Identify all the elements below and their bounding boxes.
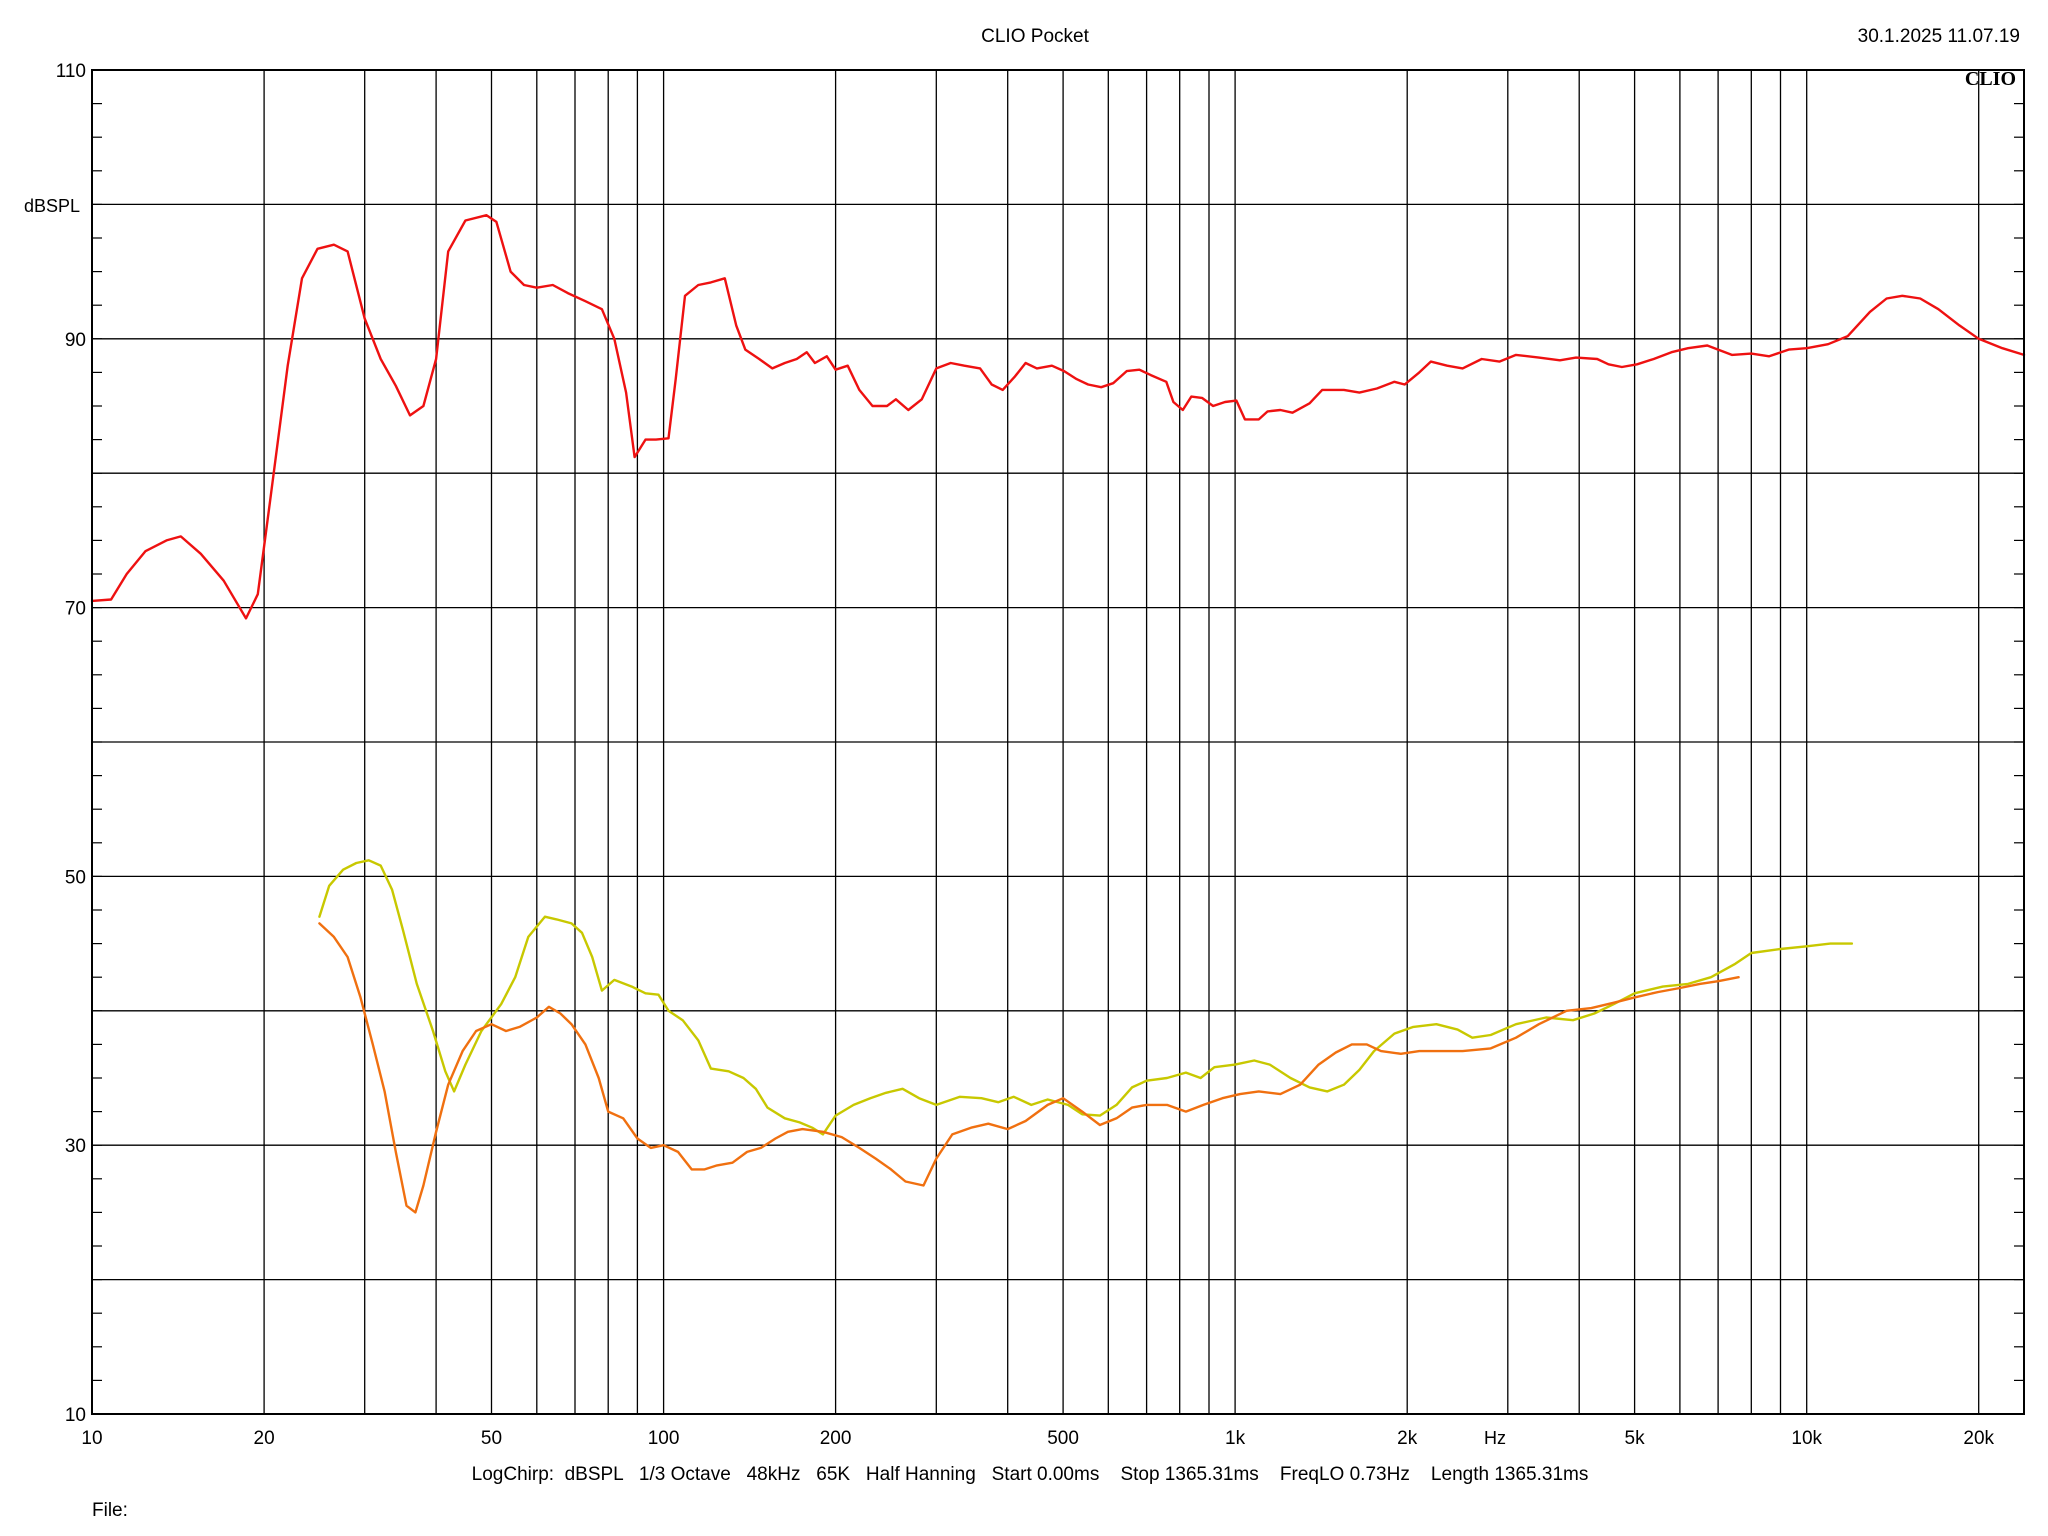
x-tick-label: 5k [1625,1428,1646,1449]
y-tick-label: 70 [65,599,86,620]
series-line-2 [318,859,1854,1136]
x-tick-labels: 10 20 50 100 200 500 1k 2k 5k 10k 20k [81,1428,1994,1449]
plot-frame [91,69,2025,1415]
y-tick-label: 90 [65,330,86,351]
x-tick-label: 50 [481,1428,502,1449]
y-tick-labels: 110 90 70 50 30 10 [56,61,86,1426]
measurement-settings: LogChirp: dBSPL 1/3 Octave 48kHz 65K Hal… [472,1464,1589,1485]
y-tick-label: 110 [56,61,86,82]
y-tick-label: 30 [65,1136,86,1157]
series-layer [90,214,2026,1214]
x-tick-label: 1k [1225,1428,1246,1449]
y-tick-label: 10 [65,1405,86,1426]
clio-logo: CLIO [1965,68,2016,90]
x-tick-label: 10k [1791,1428,1822,1449]
y-axis-label: dBSPL [24,196,80,216]
timestamp: 30.1.2025 11.07.19 [1858,26,2020,47]
minor-y-ticks [92,69,2024,1415]
x-axis-label: Hz [1484,1428,1506,1448]
y-tick-label: 50 [65,867,86,888]
x-tick-label: 20k [1963,1428,1994,1449]
x-tick-label: 100 [648,1428,680,1449]
x-tick-label: 2k [1397,1428,1418,1449]
series-line-3 [318,922,1740,1214]
x-tick-label: 500 [1047,1428,1079,1449]
x-tick-label: 10 [81,1428,102,1449]
x-tick-label: 200 [820,1428,852,1449]
app-title: CLIO Pocket [981,26,1089,47]
file-label: File: [92,1500,128,1521]
x-tick-label: 20 [254,1428,275,1449]
series-line-1 [90,214,2026,620]
